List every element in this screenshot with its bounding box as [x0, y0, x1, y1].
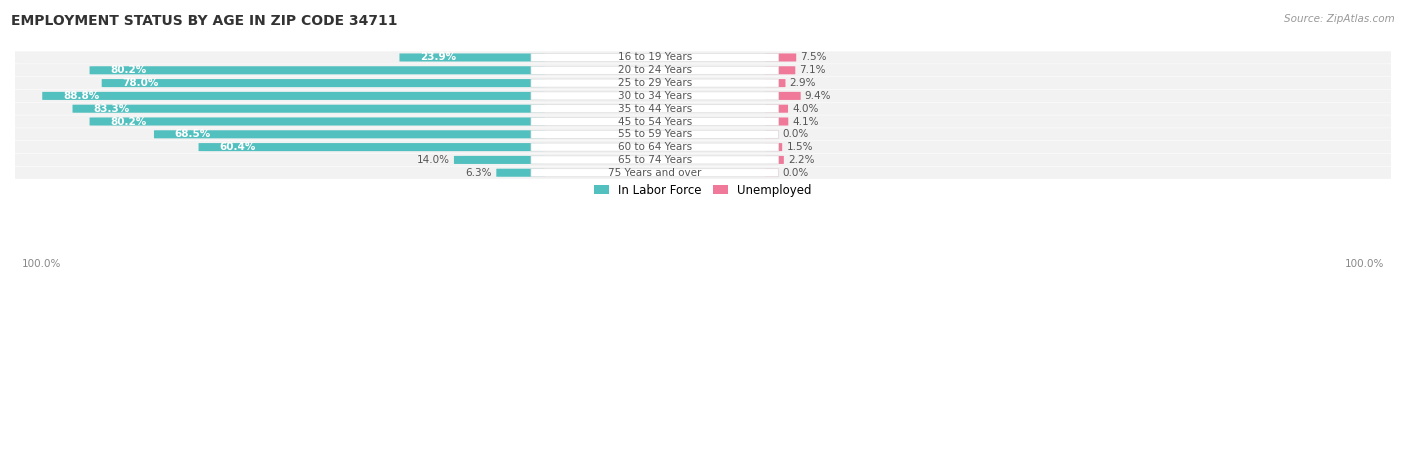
FancyBboxPatch shape: [8, 115, 1398, 128]
Text: 88.8%: 88.8%: [63, 91, 100, 101]
Text: 100.0%: 100.0%: [1344, 258, 1384, 268]
FancyBboxPatch shape: [198, 143, 544, 151]
FancyBboxPatch shape: [531, 105, 779, 113]
FancyBboxPatch shape: [531, 169, 779, 177]
FancyBboxPatch shape: [531, 156, 779, 164]
Text: 35 to 44 Years: 35 to 44 Years: [617, 104, 692, 114]
Text: 1.5%: 1.5%: [786, 142, 813, 152]
Text: 0.0%: 0.0%: [783, 129, 808, 139]
Legend: In Labor Force, Unemployed: In Labor Force, Unemployed: [589, 179, 817, 202]
Text: 23.9%: 23.9%: [420, 52, 456, 63]
Text: 75 Years and over: 75 Years and over: [609, 168, 702, 178]
Text: 68.5%: 68.5%: [174, 129, 211, 139]
FancyBboxPatch shape: [8, 128, 1398, 140]
FancyBboxPatch shape: [765, 66, 796, 74]
Text: 45 to 54 Years: 45 to 54 Years: [617, 116, 692, 126]
Text: 83.3%: 83.3%: [93, 104, 129, 114]
Text: 14.0%: 14.0%: [416, 155, 450, 165]
FancyBboxPatch shape: [531, 79, 779, 87]
Text: Source: ZipAtlas.com: Source: ZipAtlas.com: [1284, 14, 1395, 23]
FancyBboxPatch shape: [765, 54, 796, 61]
Text: 6.3%: 6.3%: [465, 168, 492, 178]
FancyBboxPatch shape: [765, 156, 783, 164]
Text: 80.2%: 80.2%: [110, 116, 146, 126]
Text: 2.9%: 2.9%: [790, 78, 815, 88]
FancyBboxPatch shape: [73, 105, 544, 113]
FancyBboxPatch shape: [90, 66, 544, 74]
FancyBboxPatch shape: [531, 66, 779, 74]
FancyBboxPatch shape: [8, 51, 1398, 64]
Text: 100.0%: 100.0%: [22, 258, 62, 268]
FancyBboxPatch shape: [765, 105, 787, 113]
FancyBboxPatch shape: [90, 117, 544, 125]
FancyBboxPatch shape: [454, 156, 544, 164]
FancyBboxPatch shape: [765, 79, 786, 87]
FancyBboxPatch shape: [399, 54, 544, 61]
Text: 78.0%: 78.0%: [122, 78, 159, 88]
Text: 60 to 64 Years: 60 to 64 Years: [617, 142, 692, 152]
FancyBboxPatch shape: [765, 92, 800, 100]
FancyBboxPatch shape: [8, 166, 1398, 179]
Text: 7.5%: 7.5%: [800, 52, 827, 63]
FancyBboxPatch shape: [765, 130, 779, 138]
Text: 9.4%: 9.4%: [804, 91, 831, 101]
FancyBboxPatch shape: [765, 143, 782, 151]
FancyBboxPatch shape: [8, 154, 1398, 166]
FancyBboxPatch shape: [531, 54, 779, 61]
FancyBboxPatch shape: [8, 77, 1398, 89]
Text: 55 to 59 Years: 55 to 59 Years: [617, 129, 692, 139]
FancyBboxPatch shape: [765, 117, 789, 125]
Text: 4.1%: 4.1%: [793, 116, 818, 126]
Text: 60.4%: 60.4%: [219, 142, 256, 152]
FancyBboxPatch shape: [101, 79, 544, 87]
FancyBboxPatch shape: [8, 64, 1398, 76]
Text: 0.0%: 0.0%: [783, 168, 808, 178]
FancyBboxPatch shape: [8, 90, 1398, 102]
FancyBboxPatch shape: [765, 169, 779, 177]
Text: 2.2%: 2.2%: [787, 155, 814, 165]
FancyBboxPatch shape: [42, 92, 544, 100]
Text: 65 to 74 Years: 65 to 74 Years: [617, 155, 692, 165]
Text: 16 to 19 Years: 16 to 19 Years: [617, 52, 692, 63]
FancyBboxPatch shape: [155, 130, 544, 138]
Text: 7.1%: 7.1%: [800, 65, 825, 75]
FancyBboxPatch shape: [8, 102, 1398, 115]
FancyBboxPatch shape: [531, 143, 779, 151]
FancyBboxPatch shape: [531, 117, 779, 125]
Text: 80.2%: 80.2%: [110, 65, 146, 75]
FancyBboxPatch shape: [8, 141, 1398, 153]
Text: EMPLOYMENT STATUS BY AGE IN ZIP CODE 34711: EMPLOYMENT STATUS BY AGE IN ZIP CODE 347…: [11, 14, 398, 28]
Text: 30 to 34 Years: 30 to 34 Years: [617, 91, 692, 101]
Text: 20 to 24 Years: 20 to 24 Years: [617, 65, 692, 75]
FancyBboxPatch shape: [531, 92, 779, 100]
FancyBboxPatch shape: [531, 130, 779, 138]
Text: 4.0%: 4.0%: [792, 104, 818, 114]
FancyBboxPatch shape: [496, 169, 544, 177]
Text: 25 to 29 Years: 25 to 29 Years: [617, 78, 692, 88]
